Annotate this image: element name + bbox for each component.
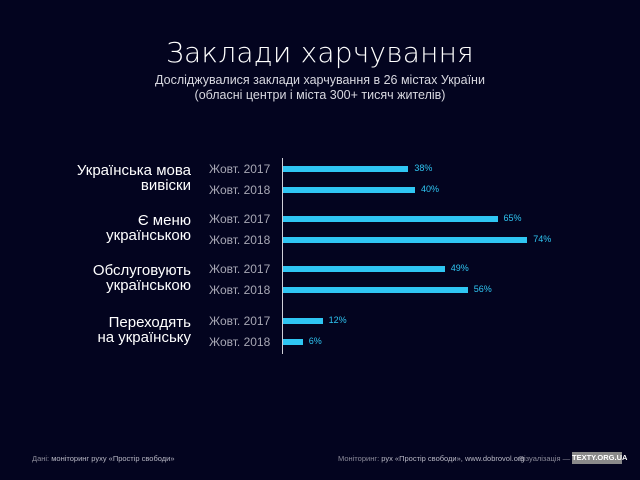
bar xyxy=(283,266,445,272)
chart-title: Заклади харчування xyxy=(166,36,474,69)
bar xyxy=(283,166,409,172)
period-label: Жовт. 2017 xyxy=(209,162,271,176)
value-label: 65% xyxy=(503,213,522,223)
texty-logo[interactable]: TEXTY.ORG.UA xyxy=(572,452,628,464)
value-label: 74% xyxy=(533,234,552,244)
category-label-line: на українську xyxy=(97,329,191,346)
period-label: Жовт. 2017 xyxy=(209,314,271,328)
category-label-line: Переходять xyxy=(108,314,191,331)
bar xyxy=(283,187,415,193)
chart-subtitle-1: Досліджувалися заклади харчування в 26 м… xyxy=(155,73,485,87)
category-label-line: Українська мова xyxy=(76,162,191,179)
footer-data: Дані: моніторинг руху «Простір свободи» xyxy=(32,454,175,463)
bar xyxy=(283,339,303,345)
value-label: 49% xyxy=(450,263,469,273)
period-label: Жовт. 2018 xyxy=(209,335,271,349)
category-label-line: Обслуговують xyxy=(92,262,191,279)
category-label: Переходять на українську xyxy=(11,315,191,345)
period-label: Жовт. 2017 xyxy=(209,262,271,276)
value-label: 6% xyxy=(308,336,322,346)
category-label: Українська мова вивіски xyxy=(11,163,191,193)
period-label: Жовт. 2018 xyxy=(209,283,271,297)
category-label-line: українською xyxy=(106,277,191,294)
bar xyxy=(283,318,323,324)
category-label-line: вивіски xyxy=(140,177,191,194)
data-label: Дані: xyxy=(32,454,50,463)
category-label: Обслуговують українською xyxy=(11,263,191,293)
monitoring-label: Моніторинг: xyxy=(338,454,380,463)
period-label: Жовт. 2018 xyxy=(209,233,271,247)
category-label-line: Є меню xyxy=(137,212,191,229)
footer-viz: Візуалізація — xyxy=(519,454,571,463)
bar xyxy=(283,216,498,222)
chart-subtitle-2: (обласні центри і міста 300+ тисяч жител… xyxy=(194,88,446,102)
data-text: моніторинг руху «Простір свободи» xyxy=(51,454,175,463)
monitoring-text: рух «Простір свободи», www.dobrovol.org xyxy=(381,454,525,463)
category-label-line: українською xyxy=(106,227,191,244)
y-axis-line xyxy=(282,158,283,354)
value-label: 56% xyxy=(473,284,492,294)
period-label: Жовт. 2018 xyxy=(209,183,271,197)
category-label: Є меню українською xyxy=(11,213,191,243)
period-label: Жовт. 2017 xyxy=(209,212,271,226)
footer-monitoring: Моніторинг: рух «Простір свободи», www.d… xyxy=(338,454,525,463)
bar xyxy=(283,237,528,243)
bar xyxy=(283,287,468,293)
value-label: 40% xyxy=(421,184,440,194)
value-label: 12% xyxy=(328,315,347,325)
value-label: 38% xyxy=(414,163,433,173)
